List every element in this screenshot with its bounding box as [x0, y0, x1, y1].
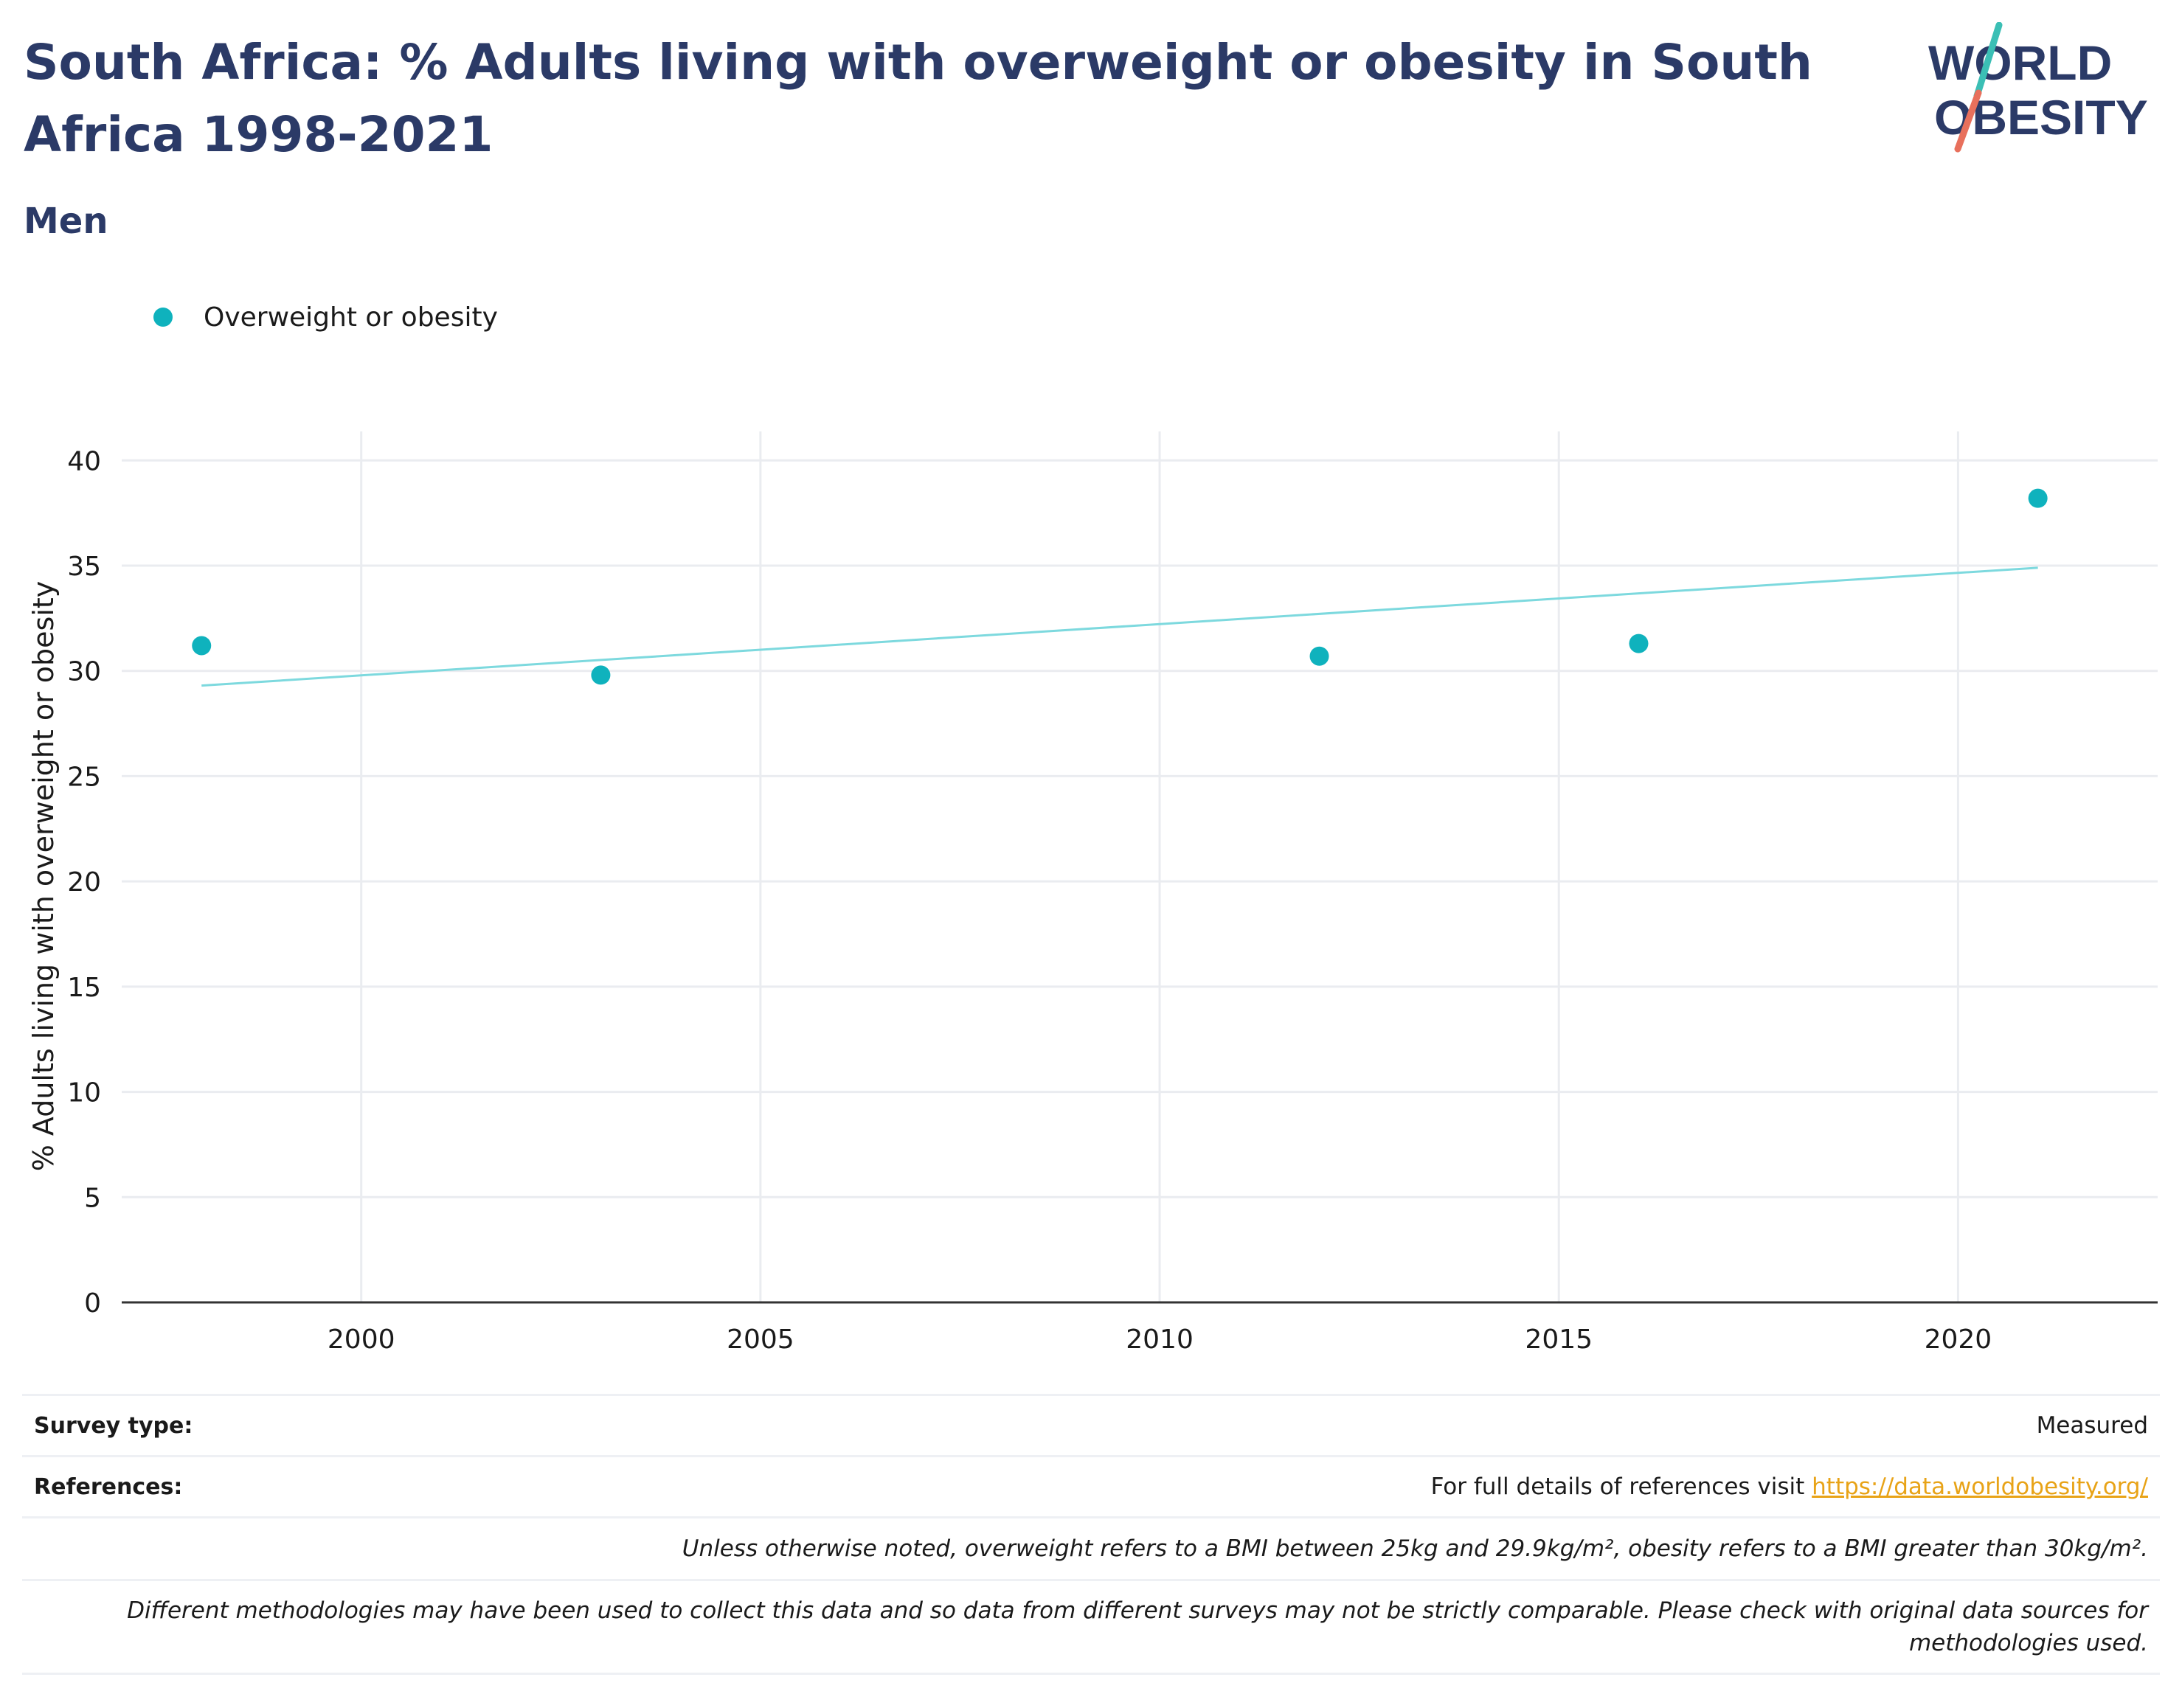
y-tick-label: 10	[67, 1078, 101, 1108]
survey-type-label: Survey type:	[34, 1412, 193, 1439]
references-value: For full details of references visit htt…	[1431, 1473, 2148, 1500]
bmi-note: Unless otherwise noted, overweight refer…	[682, 1535, 2148, 1562]
footer-row-survey-type: Survey type: Measured	[22, 1394, 2160, 1455]
y-tick-label: 40	[67, 446, 101, 476]
references-text: For full details of references visit	[1430, 1473, 1812, 1500]
x-tick-label: 2015	[1525, 1325, 1593, 1355]
x-tick-label: 2010	[1126, 1325, 1194, 1355]
legend-marker	[153, 308, 173, 327]
y-tick-label: 30	[67, 657, 101, 687]
data-point	[2028, 488, 2048, 508]
x-tick-label: 2020	[1925, 1325, 1992, 1355]
x-tick-label: 2005	[727, 1325, 794, 1355]
point-layer	[192, 488, 2048, 685]
logo-text-world: WORLD	[1928, 35, 2112, 90]
data-point	[591, 665, 611, 685]
references-link[interactable]: https://data.worldobesity.org/	[1812, 1473, 2148, 1500]
x-tick-label: 2000	[328, 1325, 395, 1355]
data-point	[192, 636, 212, 656]
y-tick-label: 20	[67, 867, 101, 898]
footer-row-references: References: For full details of referenc…	[22, 1455, 2160, 1516]
chart-title: South Africa: % Adults living with overw…	[24, 34, 1812, 163]
footer-row-bmi-note: Unless otherwise noted, overweight refer…	[22, 1516, 2160, 1579]
y-tick-label: 35	[67, 552, 101, 582]
chart-legend: Overweight or obesity	[153, 295, 498, 339]
references-label: References:	[34, 1473, 183, 1500]
footer-table: Survey type: Measured References: For fu…	[22, 1394, 2160, 1675]
trend-layer	[201, 566, 2038, 687]
axis-layer: 0 5 10 15 20 25 30 35 40 2000 2005 2010 2015 2020	[67, 446, 2158, 1355]
scatter-chart: 0 5 10 15 20 25 30 35 40 2000 2005 2010 2015 2020 % A…	[27, 431, 2158, 1355]
trend-line	[201, 566, 2038, 687]
world-obesity-logo: WORLD OBESITY	[1928, 22, 2148, 153]
chart-subtitle: Men	[24, 201, 108, 242]
y-tick-label: 15	[67, 973, 101, 1003]
legend-label: Overweight or obesity	[204, 302, 498, 333]
data-point	[1629, 633, 1649, 653]
methodology-note: Different methodologies may have been us…	[127, 1597, 2148, 1656]
grid-layer	[122, 431, 2158, 1302]
data-point	[1309, 646, 1329, 666]
footer-row-methodology-note: Different methodologies may have been us…	[22, 1579, 2160, 1675]
survey-type-value: Measured	[2036, 1412, 2148, 1439]
y-tick-label: 0	[84, 1288, 101, 1319]
logo-slash-bottom	[1954, 89, 1982, 153]
y-axis-label: % Adults living with overweight or obesi…	[27, 581, 60, 1172]
logo-slash-top	[1973, 22, 2003, 100]
y-tick-label: 5	[84, 1183, 101, 1213]
y-tick-label: 25	[67, 762, 101, 792]
